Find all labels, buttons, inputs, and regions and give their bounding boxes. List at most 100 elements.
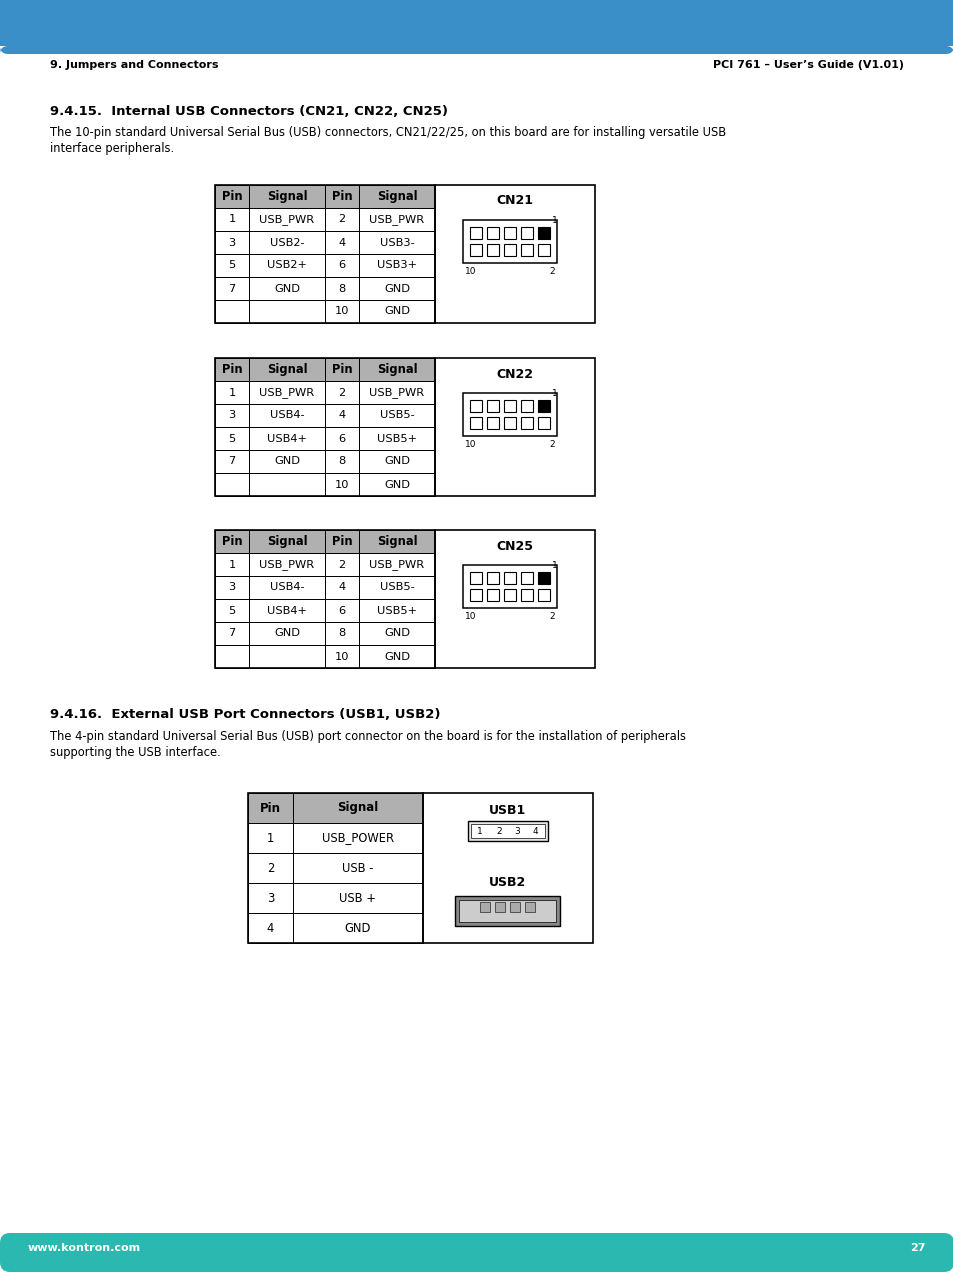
Text: 4: 4: [533, 828, 538, 837]
Bar: [435, 530, 595, 668]
Text: USB4+: USB4+: [267, 434, 307, 444]
Bar: [537, 244, 550, 256]
Bar: [325, 530, 358, 553]
Bar: [248, 823, 293, 854]
Bar: [435, 357, 595, 496]
Bar: [537, 589, 550, 600]
Bar: [520, 572, 533, 584]
Text: 1: 1: [552, 389, 558, 398]
Text: 2: 2: [549, 267, 555, 276]
Text: 6: 6: [338, 261, 345, 271]
Bar: [214, 357, 435, 496]
Bar: [358, 300, 435, 323]
Text: 8: 8: [338, 457, 345, 467]
Bar: [486, 399, 498, 412]
Text: 3: 3: [228, 583, 235, 593]
Text: GND: GND: [384, 457, 410, 467]
Bar: [293, 913, 422, 943]
Text: GND: GND: [274, 284, 299, 294]
Bar: [293, 854, 422, 883]
Bar: [358, 277, 435, 300]
Text: Pin: Pin: [332, 190, 352, 204]
Bar: [214, 622, 249, 645]
Bar: [249, 254, 325, 277]
Text: PCI 761 – User’s Guide (V1.01): PCI 761 – User’s Guide (V1.01): [712, 60, 903, 70]
Bar: [325, 277, 358, 300]
Bar: [325, 622, 358, 645]
Bar: [503, 244, 516, 256]
Text: 10: 10: [464, 267, 476, 276]
Bar: [471, 824, 544, 838]
Text: CN22: CN22: [496, 368, 533, 380]
Bar: [214, 184, 249, 209]
Bar: [422, 792, 593, 943]
Text: 2: 2: [267, 861, 274, 875]
Text: Pin: Pin: [260, 801, 281, 814]
Text: USB_PWR: USB_PWR: [369, 387, 424, 398]
Bar: [462, 565, 557, 608]
Text: 1: 1: [228, 388, 235, 397]
Text: USB5-: USB5-: [379, 411, 414, 421]
Bar: [214, 645, 249, 668]
Bar: [249, 184, 325, 209]
Text: 4: 4: [338, 411, 345, 421]
Bar: [480, 902, 490, 912]
Text: USB_PWR: USB_PWR: [259, 560, 314, 570]
Bar: [470, 226, 481, 239]
Text: supporting the USB interface.: supporting the USB interface.: [50, 745, 220, 759]
Text: Signal: Signal: [376, 190, 416, 204]
Text: Signal: Signal: [376, 536, 416, 548]
Text: 5: 5: [228, 434, 235, 444]
Bar: [470, 399, 481, 412]
Bar: [214, 357, 249, 382]
Bar: [503, 226, 516, 239]
Bar: [503, 399, 516, 412]
Bar: [459, 901, 556, 922]
Bar: [358, 645, 435, 668]
Text: GND: GND: [384, 307, 410, 317]
Text: 3: 3: [514, 828, 519, 837]
Text: 2: 2: [338, 215, 345, 224]
Text: USB2-: USB2-: [270, 238, 304, 248]
Bar: [249, 599, 325, 622]
Bar: [486, 572, 498, 584]
Bar: [214, 382, 249, 404]
Bar: [486, 417, 498, 429]
Text: USB3+: USB3+: [376, 261, 416, 271]
Text: 8: 8: [338, 284, 345, 294]
Bar: [325, 473, 358, 496]
Text: USB5+: USB5+: [376, 434, 416, 444]
Bar: [293, 883, 422, 913]
Text: 9.4.15.  Internal USB Connectors (CN21, CN22, CN25): 9.4.15. Internal USB Connectors (CN21, C…: [50, 106, 448, 118]
Text: USB3-: USB3-: [379, 238, 414, 248]
Bar: [358, 553, 435, 576]
Text: CN21: CN21: [496, 195, 533, 207]
Bar: [358, 184, 435, 209]
Bar: [0, 0, 953, 46]
Bar: [358, 254, 435, 277]
Bar: [214, 404, 249, 427]
Text: 7: 7: [228, 284, 235, 294]
Bar: [249, 277, 325, 300]
Bar: [249, 553, 325, 576]
Text: USB_PWR: USB_PWR: [369, 560, 424, 570]
Bar: [214, 530, 249, 553]
Bar: [495, 902, 505, 912]
Text: 2: 2: [496, 828, 501, 837]
Bar: [520, 244, 533, 256]
Bar: [214, 530, 435, 668]
Bar: [248, 854, 293, 883]
Text: Signal: Signal: [337, 801, 378, 814]
Text: interface peripherals.: interface peripherals.: [50, 142, 174, 155]
Text: www.kontron.com: www.kontron.com: [28, 1243, 141, 1253]
Text: 1: 1: [228, 215, 235, 224]
Text: GND: GND: [274, 457, 299, 467]
Text: 4: 4: [338, 583, 345, 593]
Bar: [358, 232, 435, 254]
Text: Signal: Signal: [267, 363, 307, 377]
Bar: [214, 576, 249, 599]
Text: 9.4.16.  External USB Port Connectors (USB1, USB2): 9.4.16. External USB Port Connectors (US…: [50, 709, 440, 721]
Bar: [358, 357, 435, 382]
Bar: [249, 450, 325, 473]
Text: 10: 10: [464, 440, 476, 449]
